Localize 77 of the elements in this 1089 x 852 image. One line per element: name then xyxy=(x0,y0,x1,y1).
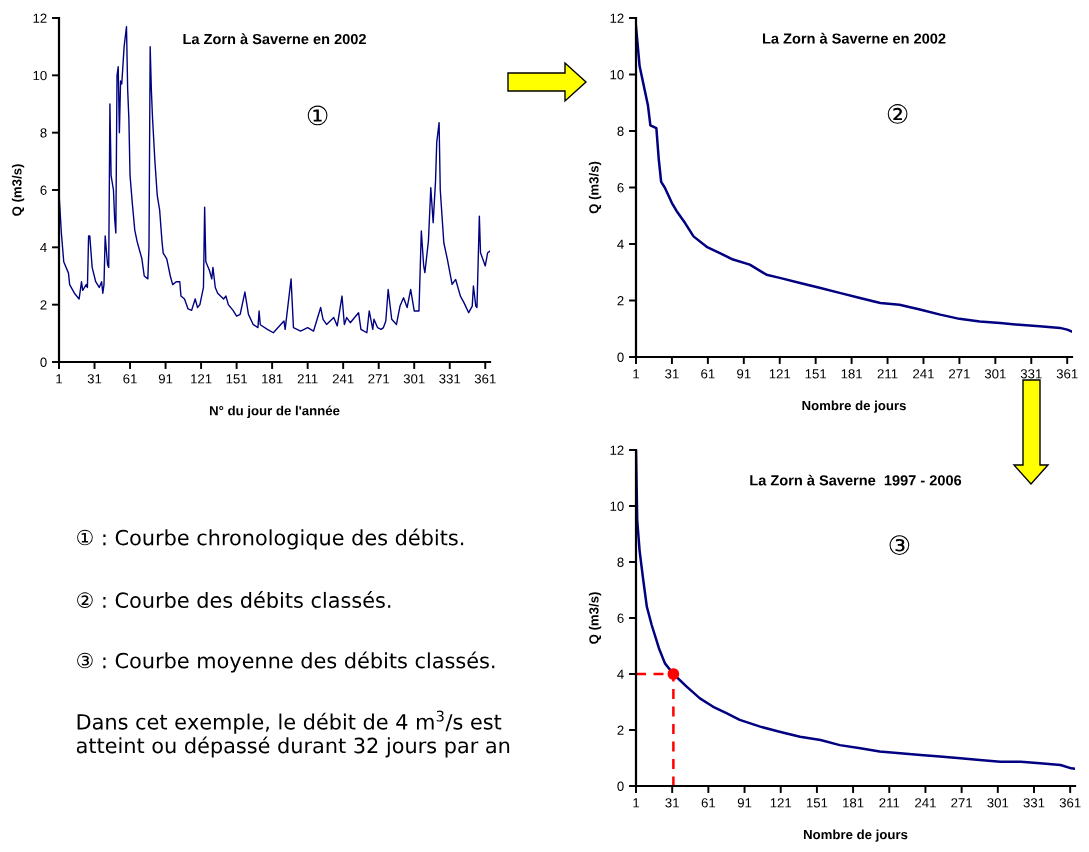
y-tick-label: 12 xyxy=(33,13,47,23)
y-tick-label: 4 xyxy=(617,239,624,249)
x-tick-label: 1 xyxy=(633,798,640,808)
y-tick-label: 8 xyxy=(617,557,624,567)
y-tick-label: 10 xyxy=(610,70,624,80)
x-axis-title: Nombre de jours xyxy=(802,400,906,413)
y-tick-label: 2 xyxy=(617,296,624,306)
x-tick-label: 61 xyxy=(701,369,715,379)
x-tick-label: 361 xyxy=(474,374,496,384)
x-tick-label: 91 xyxy=(158,374,173,384)
x-tick-label: 301 xyxy=(984,369,1006,379)
x-tick-label: 301 xyxy=(403,374,425,384)
x-tick-label: 151 xyxy=(805,369,827,379)
x-tick-label: 121 xyxy=(770,798,792,808)
text: La Zorn à Saverne en 2002 xyxy=(183,33,366,45)
x-tick-label: 211 xyxy=(877,369,898,379)
x-tick-label: 1 xyxy=(633,369,640,379)
y-tick-label: 0 xyxy=(40,357,47,367)
x-tick-label: 241 xyxy=(332,374,354,384)
y-tick-label: 0 xyxy=(617,781,624,791)
x-tick-label: 331 xyxy=(1023,798,1045,808)
x-tick-label: 91 xyxy=(737,798,752,808)
y-tick-label: 4 xyxy=(617,669,624,679)
x-tick-label: 241 xyxy=(915,798,936,808)
y-tick-label: 10 xyxy=(610,501,624,511)
text: ② : Courbe des débits classés. xyxy=(77,591,391,609)
x-tick-label: 181 xyxy=(843,798,864,808)
y-tick-label: 6 xyxy=(40,185,47,195)
y-tick-label: 6 xyxy=(617,613,624,623)
text: La Zorn à Saverne en 2002 xyxy=(762,32,946,44)
x-tick-label: 31 xyxy=(665,798,679,808)
y-tick-label: 10 xyxy=(33,70,47,81)
text: Dans cet exemple, le débit de 4 m$^{3}$/s est atteint ou dépassé durant 32 jours par an xyxy=(76,710,510,758)
y-tick-label: 2 xyxy=(40,300,47,310)
annotation: ① xyxy=(307,105,328,126)
x-tick-label: 181 xyxy=(841,369,862,379)
x-tick-label: 211 xyxy=(297,374,318,384)
y-tick-label: 2 xyxy=(617,725,624,735)
y-axis-title: Q (m3/s) xyxy=(588,161,602,214)
x-tick-label: 91 xyxy=(737,369,751,379)
y-tick-label: 12 xyxy=(610,13,624,23)
x-tick-label: 121 xyxy=(769,369,791,379)
line-series xyxy=(59,25,490,334)
x-tick-label: 361 xyxy=(1059,798,1081,808)
x-tick-label: 31 xyxy=(665,369,679,379)
text: ① : Courbe chronologique des débits. xyxy=(77,528,464,550)
annotation: ② xyxy=(887,104,908,124)
x-tick-label: 301 xyxy=(987,798,1009,808)
x-tick-label: 61 xyxy=(123,374,137,384)
x-tick-label: 121 xyxy=(191,374,212,384)
y-axis-title: Q (m3/s) xyxy=(11,164,25,216)
x-tick-label: 271 xyxy=(368,374,390,384)
x-tick-label: 181 xyxy=(262,374,283,384)
y-tick-label: 4 xyxy=(40,243,47,253)
x-tick-label: 241 xyxy=(913,369,934,379)
y-tick-label: 8 xyxy=(617,126,624,136)
x-tick-label: 151 xyxy=(806,798,828,808)
text: ③ : Courbe moyenne des débits classés. xyxy=(77,651,495,673)
x-axis-title: Nombre de jours xyxy=(803,829,908,842)
x-axis-title: N° du jour de l'année xyxy=(209,405,340,418)
x-tick-label: 61 xyxy=(701,798,716,808)
y-axis-title: Q (m3/s) xyxy=(588,592,602,644)
x-tick-label: 151 xyxy=(226,374,247,384)
x-tick-label: 331 xyxy=(1020,369,1042,379)
annotation: ③ xyxy=(889,535,910,555)
x-tick-label: 331 xyxy=(439,374,461,384)
text: La Zorn à Saverne 1997 - 2006 xyxy=(750,474,962,486)
x-tick-label: 1 xyxy=(56,374,63,384)
x-tick-label: 361 xyxy=(1056,369,1078,379)
y-tick-label: 0 xyxy=(617,352,624,362)
y-tick-label: 8 xyxy=(40,128,47,138)
y-tick-label: 6 xyxy=(617,183,624,193)
x-tick-label: 271 xyxy=(949,369,970,379)
y-tick-label: 12 xyxy=(610,445,624,455)
x-tick-label: 31 xyxy=(87,374,102,384)
x-tick-label: 211 xyxy=(879,798,900,808)
x-tick-label: 271 xyxy=(951,798,972,808)
